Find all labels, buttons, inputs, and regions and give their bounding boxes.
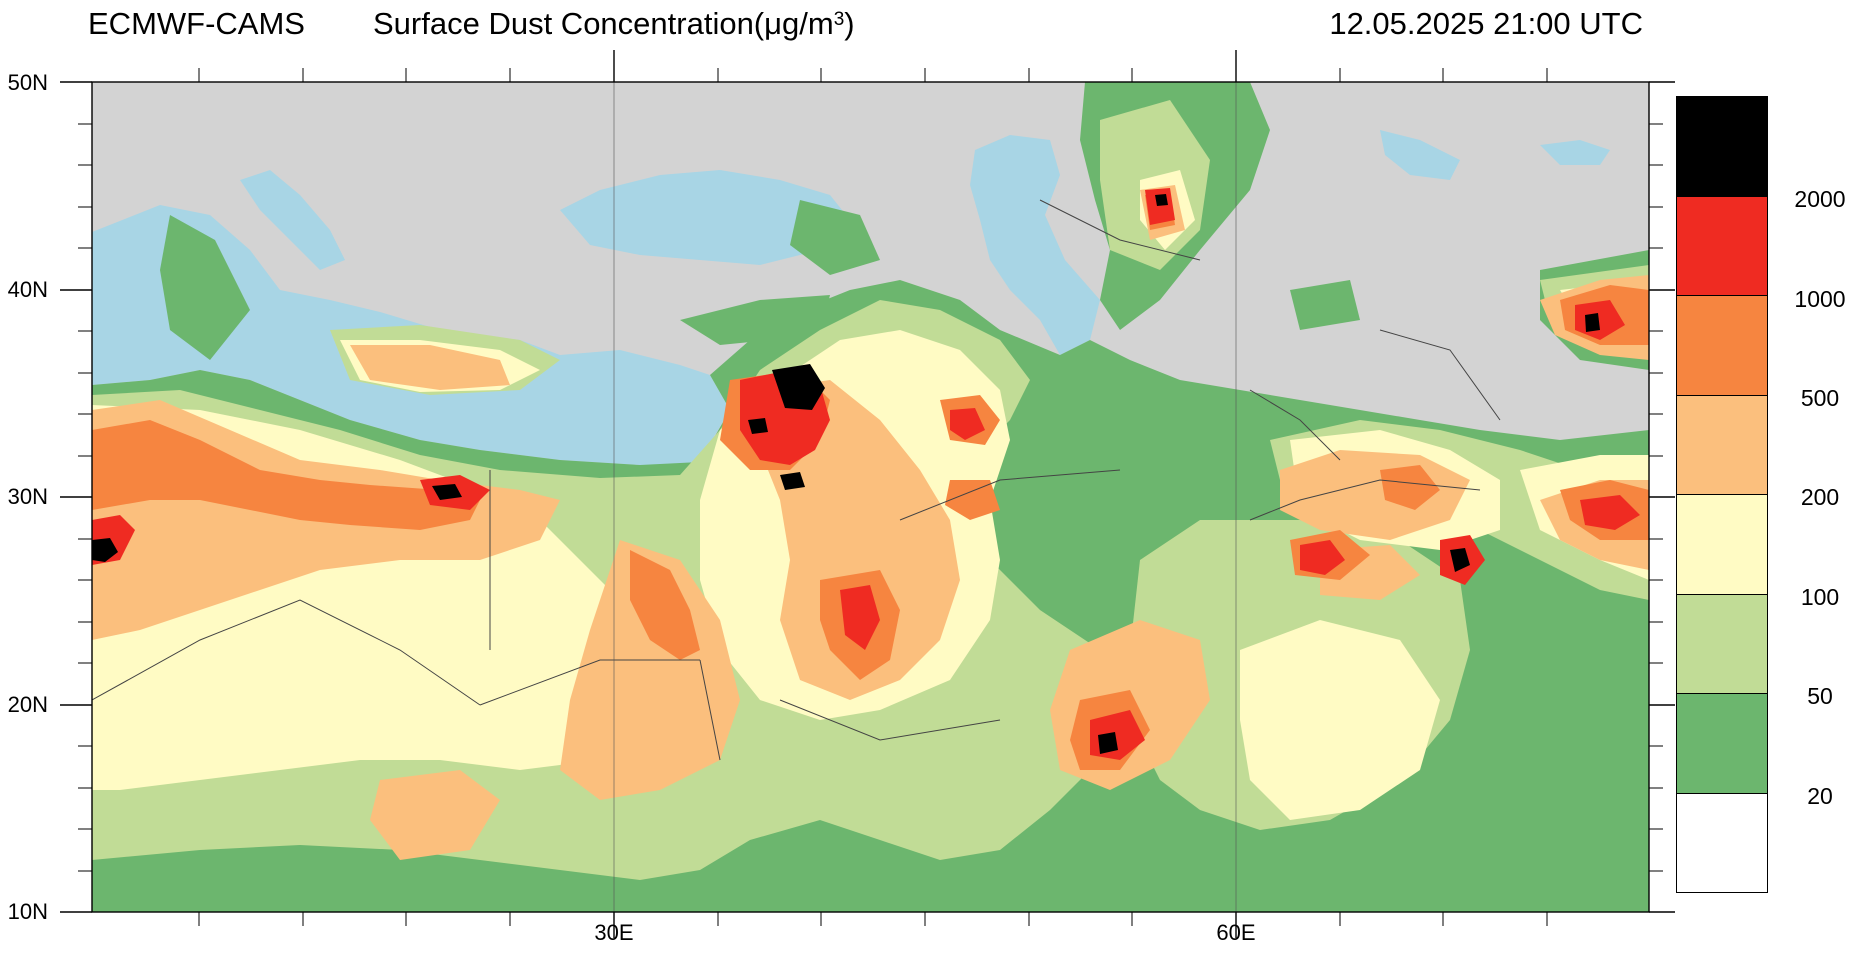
legend-swatch-6 [1676,693,1768,794]
model-source-title: ECMWF-CAMS [88,6,305,41]
legend-label-100: 100 [1800,584,1840,610]
legend-label-50: 50 [1807,683,1833,709]
valid-time: 12.05.2025 21:00 UTC [1329,6,1643,41]
aral-lake [1380,130,1460,180]
lat-label-30n: 30N [7,484,48,509]
legend-label-500: 500 [1800,385,1840,411]
country-borders [92,199,1501,761]
legend-swatch-5 [1676,593,1768,694]
lat-label-10n: 10N [7,899,48,924]
legend-label-2000: 2000 [1794,186,1846,212]
legend-swatch-7 [1676,792,1768,893]
black-sea [560,170,850,265]
balkhash-lake [1540,140,1610,165]
legend-swatch-0 [1676,96,1768,197]
minor-ticks [78,68,1663,926]
legend-swatch-3 [1676,394,1768,495]
lon-label-60e: 60E [1216,920,1256,945]
legend-label-1000: 1000 [1794,286,1846,312]
legend-label-20: 20 [1807,783,1833,809]
lat-label-50n: 50N [7,70,48,95]
legend-label-200: 200 [1800,484,1840,510]
legend-swatch-4 [1676,494,1768,595]
adriatic-sea [240,170,345,270]
graticule [613,82,1237,912]
caspian-sea [970,135,1100,355]
legend-swatch-2 [1676,295,1768,396]
lat-label-20n: 20N [7,692,48,717]
color-legend [1676,96,1768,893]
legend-swatch-1 [1676,195,1768,296]
level-2000 [92,194,1600,754]
lon-label-30e: 30E [594,920,634,945]
variable-title: Surface Dust Concentration(μg/m3) [373,6,855,41]
axis-ticks [60,50,1675,938]
dust-contours [92,82,1649,912]
lat-label-40n: 40N [7,277,48,302]
